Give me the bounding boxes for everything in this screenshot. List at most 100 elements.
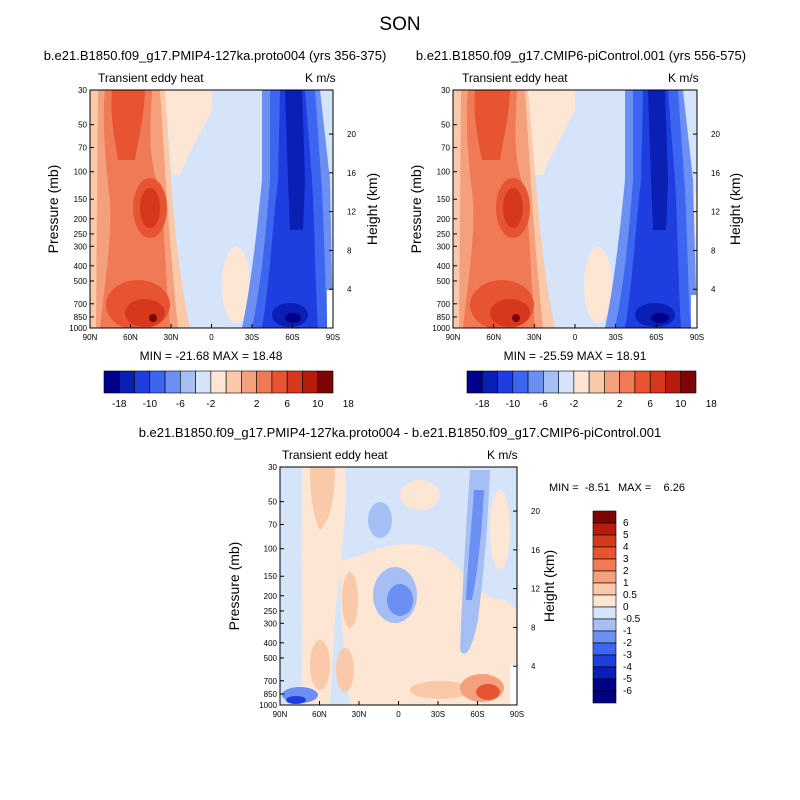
panel-3: b.e21.B1850.f09_g17.PMIP4-127ka.proto004…	[139, 425, 685, 719]
height-tick-label: 20	[531, 507, 540, 516]
colorbar-swatch	[592, 678, 617, 692]
panel-1-yticks: 30 50 70 100 150 200 250 300 400 500 700 850 1000	[69, 86, 94, 333]
colorbar-swatch	[164, 370, 181, 394]
colorbar-label: -18	[112, 399, 127, 410]
height-tick-label: 12	[711, 208, 720, 217]
latitude-tick-label: 60N	[486, 333, 501, 342]
colorbar-label: -10	[143, 399, 158, 410]
pressure-tick-label: 300	[264, 619, 278, 628]
pressure-tick-label: 150	[74, 195, 88, 204]
colorbar-label: -6	[176, 399, 185, 410]
panel-2-y2ticks: 20 16 12 8 4	[693, 130, 720, 294]
panel-2-title: b.e21.B1850.f09_g17.CMIP6-piControl.001 …	[416, 48, 746, 63]
colorbar-label: 6	[647, 399, 653, 410]
colorbar-swatch	[592, 606, 617, 620]
colorbar-label: 3	[623, 554, 629, 565]
height-tick-label: 12	[347, 208, 356, 217]
colorbar-label: 6	[623, 518, 629, 529]
pressure-tick-label: 250	[437, 230, 451, 239]
panel-3-red-ellipse-c	[336, 648, 354, 692]
latitude-tick-label: 30S	[431, 710, 445, 719]
colorbar-swatch	[665, 370, 682, 394]
panel-3-units: K m/s	[487, 448, 518, 462]
panel-2-white-edge	[691, 295, 697, 328]
panel-3-left-string: Transient eddy heat	[282, 448, 388, 462]
colorbar-swatch	[317, 370, 334, 394]
colorbar-swatch	[649, 370, 666, 394]
colorbar-swatch	[103, 370, 120, 394]
pressure-tick-label: 700	[437, 300, 451, 309]
latitude-tick-label: 60S	[649, 333, 663, 342]
panel-2-blue-inner	[648, 90, 668, 230]
panel-1-blue-min	[285, 313, 301, 323]
height-tick-label: 20	[711, 130, 720, 139]
pressure-tick-label: 100	[437, 168, 451, 177]
panel-3-white-edge	[510, 665, 517, 705]
panel-3-xticks: 90N 60N 30N 0 30S 60S 90S	[273, 701, 524, 719]
panel-2-blue-min	[651, 313, 669, 323]
panel-3-red-ellipse-h	[400, 480, 440, 510]
panel-2-red-inner	[474, 90, 510, 160]
height-tick-label: 8	[531, 623, 536, 632]
colorbar-swatch	[210, 370, 227, 394]
pressure-tick-label: 1000	[259, 701, 277, 710]
height-tick-label: 12	[531, 585, 540, 594]
colorbar-swatch	[241, 370, 257, 394]
pressure-tick-label: 500	[74, 277, 88, 286]
panel-1-light-red-patch	[165, 90, 212, 175]
colorbar-swatch	[558, 370, 575, 394]
latitude-tick-label: 30N	[164, 333, 179, 342]
colorbar-swatch	[134, 370, 151, 394]
colorbar-swatch	[588, 370, 605, 394]
colorbar-label: -18	[475, 399, 490, 410]
latitude-tick-label: 0	[396, 710, 401, 719]
panel-2: b.e21.B1850.f09_g17.CMIP6-piControl.001 …	[408, 48, 746, 410]
pressure-tick-label: 100	[74, 168, 88, 177]
panel-3-contours	[280, 467, 517, 705]
colorbar-swatch	[527, 370, 544, 394]
panel-3-red-column-left	[300, 467, 346, 705]
latitude-tick-label: 90N	[446, 333, 461, 342]
latitude-tick-label: 60N	[312, 710, 327, 719]
panel-1-red-ellipse-low-core	[125, 299, 165, 327]
colorbar-swatch	[118, 370, 135, 394]
pressure-tick-label: 400	[437, 262, 451, 271]
colorbar-swatch	[592, 546, 617, 560]
panel-2-red-max	[512, 314, 520, 322]
panel-3-y2ticks: 20 16 12 8 4	[513, 507, 540, 671]
colorbar-label: 0.5	[623, 590, 637, 601]
pressure-tick-label: 400	[74, 262, 88, 271]
colorbar-swatch	[573, 370, 590, 394]
colorbar-label: 4	[623, 542, 629, 553]
panel-3-blue-ellipse-d	[368, 502, 392, 538]
height-tick-label: 16	[711, 169, 720, 178]
panel-2-red-ellipse-mid-core	[503, 188, 523, 228]
latitude-tick-label: 30S	[609, 333, 623, 342]
colorbar-swatch	[592, 618, 617, 632]
panel-1-red-max	[149, 314, 157, 322]
colorbar-label: -4	[623, 662, 632, 673]
colorbar-swatch	[497, 370, 514, 394]
colorbar-swatch	[592, 522, 617, 536]
height-tick-label: 4	[347, 285, 352, 294]
panel-3-red-ellipse-f	[476, 684, 500, 700]
height-tick-label: 8	[711, 246, 716, 255]
colorbar-swatch	[592, 666, 617, 680]
colorbar-label: 10	[675, 399, 687, 410]
panel-3-red-ellipse-b	[310, 640, 330, 690]
latitude-tick-label: 30N	[352, 710, 367, 719]
colorbar-swatch	[286, 370, 303, 394]
panel-2-ylabel: Pressure (mb)	[408, 165, 424, 254]
colorbar-label: 10	[312, 399, 324, 410]
colorbar-label: -3	[623, 650, 632, 661]
colorbar-label: 2	[617, 399, 623, 410]
colorbar-label: -6	[539, 399, 548, 410]
panel-1-white-edge	[327, 290, 333, 328]
pressure-tick-label: 50	[441, 121, 450, 130]
latitude-tick-label: 60S	[470, 710, 484, 719]
colorbar-label: 5	[623, 530, 629, 541]
latitude-tick-label: 0	[209, 333, 214, 342]
panel-3-stats-max: MAX = 6.26	[618, 482, 685, 494]
